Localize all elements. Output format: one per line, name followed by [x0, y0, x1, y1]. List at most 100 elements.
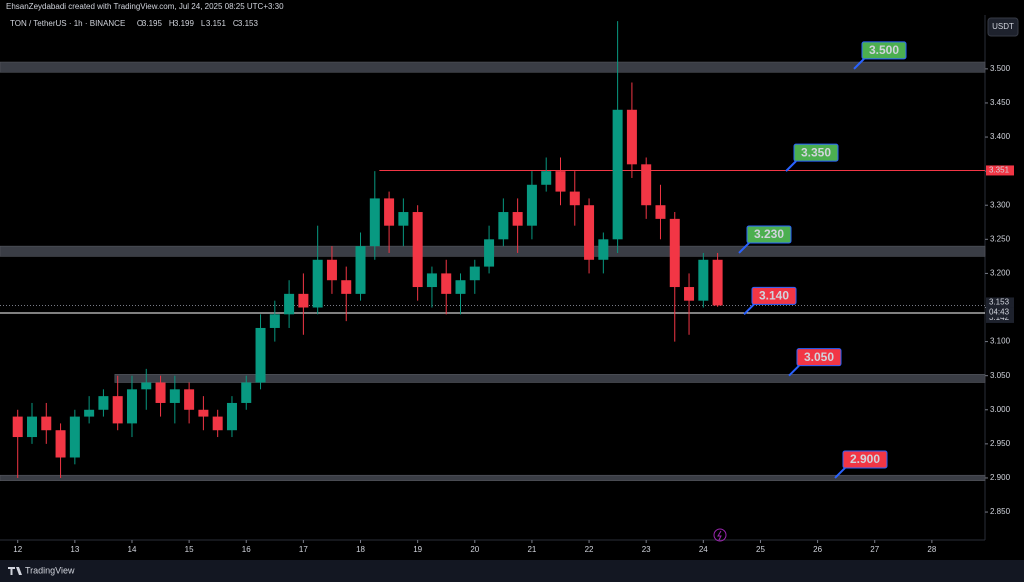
level-pointer	[743, 303, 755, 316]
x-tick-label: 16	[242, 545, 251, 554]
candle-body	[226, 402, 237, 431]
candle-body	[484, 239, 495, 267]
candle-body	[326, 259, 337, 281]
candle-body	[612, 109, 623, 240]
candle	[398, 198, 409, 247]
candle-body	[684, 287, 695, 301]
candle-body	[198, 409, 209, 417]
symbol: TON / TetherUS · 1h · BINANCE	[10, 19, 125, 28]
candle	[226, 396, 237, 438]
candle-body	[112, 396, 123, 424]
currency[interactable]: USDT	[992, 22, 1014, 31]
candle-body	[184, 389, 195, 410]
level-label: 2.900	[850, 452, 880, 466]
candle	[212, 409, 223, 438]
candle	[555, 157, 566, 206]
candle	[655, 184, 666, 240]
level-box	[793, 143, 839, 162]
candle	[684, 273, 695, 335]
candle	[284, 280, 295, 328]
y-tick-label: 3.200	[990, 269, 1011, 278]
candle	[426, 266, 437, 308]
zone-band	[114, 374, 986, 383]
event-icon[interactable]	[713, 528, 727, 542]
candle-body	[584, 205, 595, 260]
price-tag-label: 3.153	[989, 298, 1010, 307]
candle	[455, 273, 466, 315]
candle	[312, 225, 323, 315]
x-tick-label: 27	[870, 545, 879, 554]
candle	[526, 171, 537, 240]
candle	[126, 375, 137, 438]
candle-body	[312, 259, 323, 308]
ohlc-value: 3.153	[238, 19, 259, 28]
y-tick-label: 2.900	[990, 473, 1011, 482]
x-tick-label: 17	[299, 545, 308, 554]
candle-body	[712, 259, 723, 306]
ohlc-key: H	[169, 19, 175, 28]
candle-body	[526, 184, 537, 226]
candle	[198, 396, 209, 431]
x-tick-label: 21	[527, 545, 536, 554]
x-tick-label: 13	[70, 545, 79, 554]
candle	[98, 389, 109, 417]
level-box	[842, 450, 888, 469]
candle-body	[512, 212, 523, 226]
candle	[269, 300, 280, 342]
candle	[498, 198, 509, 247]
level-label: 3.350	[801, 145, 831, 159]
y-tick-label: 3.450	[990, 98, 1011, 107]
ohlc-value: 3.199	[174, 19, 195, 28]
candle	[512, 198, 523, 253]
candle	[341, 266, 352, 322]
price-tag	[986, 165, 1014, 176]
candle-body	[141, 382, 152, 390]
level-pointer	[834, 467, 846, 479]
x-tick-label: 12	[13, 545, 22, 554]
countdown-box	[986, 307, 1014, 318]
candle-body	[355, 246, 366, 294]
candle-body	[12, 416, 23, 438]
candle-body	[426, 273, 437, 288]
candle-body	[369, 198, 380, 247]
currency-button[interactable]	[987, 17, 1019, 37]
candle-body	[398, 212, 409, 226]
candle	[584, 198, 595, 274]
candle	[112, 375, 123, 431]
event-icon-bolt	[717, 530, 722, 541]
countdown: 04:43	[989, 308, 1010, 317]
x-tick-label: 18	[356, 545, 365, 554]
candle-body	[541, 171, 552, 185]
candle-body	[241, 382, 252, 403]
candle-body	[598, 239, 609, 260]
y-tick-label: 3.050	[990, 371, 1011, 380]
candle	[612, 21, 623, 253]
candle-body	[412, 212, 423, 288]
x-tick-label: 14	[128, 545, 137, 554]
candle-body	[155, 382, 166, 403]
candle-body	[555, 171, 566, 192]
price-tag	[986, 312, 1014, 323]
tv-logo	[8, 567, 22, 575]
candle-body	[669, 218, 680, 288]
ohlc-key: O	[137, 19, 143, 28]
candle	[169, 375, 180, 424]
zone-band	[0, 61, 986, 73]
level-pointer	[738, 242, 750, 254]
candle-body	[569, 191, 580, 206]
candle	[598, 232, 609, 274]
candle	[155, 375, 166, 417]
ohlc-value: 3.151	[206, 19, 227, 28]
candle	[626, 82, 637, 178]
level-label: 3.140	[759, 288, 789, 302]
candle	[298, 273, 309, 335]
level-box	[861, 41, 907, 60]
footer-brand: TradingView	[25, 565, 75, 575]
candle-body	[284, 293, 295, 315]
candle-body	[341, 280, 352, 294]
candle-body	[498, 212, 509, 240]
level-pointer	[785, 160, 797, 172]
level-pointer	[853, 58, 865, 70]
